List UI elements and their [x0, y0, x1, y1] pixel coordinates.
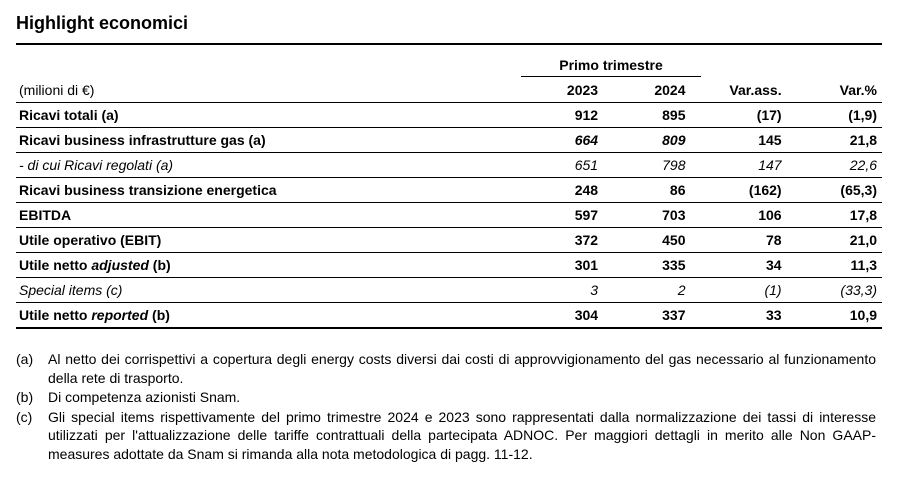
row-label: Ricavi business infrastrutture gas (a)	[16, 127, 515, 153]
value-2024: 895	[602, 102, 690, 128]
value-2023: 651	[514, 152, 603, 178]
value-var-pct: (65,3)	[785, 177, 882, 203]
value-var-abs: 106	[689, 202, 786, 228]
value-2024: 450	[602, 227, 690, 253]
table-row: Ricavi totali (a) 912 895 (17) (1,9)	[16, 102, 882, 128]
value-var-pct: 17,8	[785, 202, 882, 228]
footnote: (c) Gli special items rispettivamente de…	[16, 408, 876, 464]
row-label: Utile operativo (EBIT)	[16, 227, 515, 253]
value-2023: 664	[514, 127, 603, 153]
column-header-var-abs: Var.ass.	[729, 82, 782, 98]
value-2024: 703	[602, 202, 690, 228]
row-label: Utile netto adjusted (b)	[16, 252, 515, 278]
column-header-var-pct: Var.%	[839, 82, 877, 98]
table-row: - di cui Ricavi regolati (a) 651 798 147…	[16, 152, 882, 178]
table-header-row: (milioni di €) 2023 2024 Var.ass. Var.%	[16, 78, 882, 103]
row-label: Utile netto reported (b)	[16, 302, 515, 329]
column-header-2023: 2023	[566, 82, 599, 98]
value-var-abs: (162)	[689, 177, 786, 203]
value-var-abs: 147	[689, 152, 786, 178]
value-2023: 301	[514, 252, 603, 278]
column-group-header: Primo trimestre	[559, 57, 663, 73]
value-2023: 597	[514, 202, 603, 228]
footnote-text: Di competenza azionisti Snam.	[48, 389, 241, 405]
value-2024: 809	[602, 127, 690, 153]
units-label: (milioni di €)	[19, 82, 95, 98]
value-var-abs: (17)	[689, 102, 786, 128]
value-2024: 337	[602, 302, 690, 329]
footnote-text: Al netto dei corrispettivi a copertura d…	[48, 351, 876, 386]
value-2024: 335	[602, 252, 690, 278]
footnote-mark: (c)	[16, 408, 33, 425]
value-var-pct: 21,8	[785, 127, 882, 153]
value-2024: 86	[602, 177, 690, 203]
value-var-abs: 78	[689, 227, 786, 253]
value-2023: 304	[514, 302, 603, 329]
value-var-pct: 22,6	[785, 152, 882, 178]
row-label: - di cui Ricavi regolati (a)	[16, 152, 515, 178]
row-label: Ricavi business transizione energetica	[16, 177, 515, 203]
value-2023: 372	[514, 227, 603, 253]
column-group-divider	[521, 76, 701, 77]
table-row: Utile netto reported (b) 304 337 33 10,9	[16, 302, 882, 329]
table-row: Special items (c) 3 2 (1) (33,3)	[16, 277, 882, 303]
row-label: Ricavi totali (a)	[16, 102, 515, 128]
value-var-pct: 11,3	[785, 252, 882, 278]
value-2024: 798	[602, 152, 690, 178]
value-var-abs: 34	[689, 252, 786, 278]
footnotes: (a) Al netto dei corrispettivi a copertu…	[16, 350, 876, 464]
economic-highlights-table: (milioni di €) 2023 2024 Var.ass. Var.% …	[16, 78, 882, 329]
title-divider	[16, 43, 882, 45]
page-title: Highlight economici	[16, 13, 189, 33]
column-header-2024: 2024	[654, 82, 686, 98]
footnote-mark: (a)	[16, 351, 34, 367]
value-var-abs: (1)	[689, 277, 786, 303]
row-label: Special items (c)	[16, 277, 515, 303]
table-row: Ricavi business transizione energetica 2…	[16, 177, 882, 203]
value-var-pct: (1,9)	[785, 102, 882, 128]
footnote: (b) Di competenza azionisti Snam.	[16, 388, 876, 407]
value-var-abs: 145	[689, 127, 786, 153]
value-var-pct: 21,0	[785, 227, 882, 253]
value-var-pct: (33,3)	[785, 277, 882, 303]
footnote-text: Gli special items rispettivamente del pr…	[48, 408, 876, 462]
row-label: EBITDA	[16, 202, 515, 228]
value-var-abs: 33	[689, 302, 786, 329]
table-row: Utile netto adjusted (b) 301 335 34 11,3	[16, 252, 882, 278]
value-2024: 2	[602, 277, 690, 303]
footnote: (a) Al netto dei corrispettivi a copertu…	[16, 350, 876, 387]
value-2023: 912	[514, 102, 603, 128]
value-2023: 248	[514, 177, 603, 203]
table-row: EBITDA 597 703 106 17,8	[16, 202, 882, 228]
value-var-pct: 10,9	[785, 302, 882, 329]
footnote-mark: (b)	[16, 389, 34, 405]
table-row: Ricavi business infrastrutture gas (a) 6…	[16, 127, 882, 153]
value-2023: 3	[514, 277, 603, 303]
table-row: Utile operativo (EBIT) 372 450 78 21,0	[16, 227, 882, 253]
